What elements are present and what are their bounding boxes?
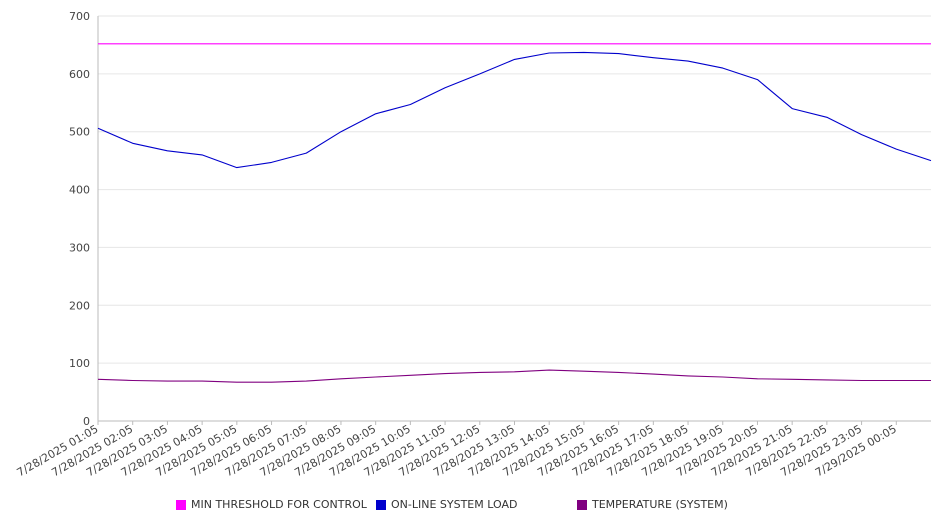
y-tick-label: 400 (69, 184, 90, 197)
y-tick-label: 300 (69, 241, 90, 254)
y-tick-label: 0 (83, 415, 90, 428)
y-tick-label: 500 (69, 126, 90, 139)
y-axis: 0 100 200 300 400 500 600 700 (69, 10, 99, 428)
temperature-line (97, 369, 931, 383)
legend-item-temperature: TEMPERATURE (SYSTEM) (577, 498, 728, 511)
series-lines (97, 43, 932, 383)
legend-item-system-load: ON-LINE SYSTEM LOAD (376, 498, 517, 511)
legend-swatch-system-load (376, 499, 386, 510)
legend-swatch-threshold (176, 499, 186, 510)
legend: MIN THRESHOLD FOR CONTROL ON-LINE SYSTEM… (0, 498, 946, 514)
y-tick-label: 200 (69, 299, 90, 312)
legend-label-system-load: ON-LINE SYSTEM LOAD (391, 498, 518, 511)
y-tick-label: 700 (69, 10, 90, 23)
legend-swatch-temperature (577, 499, 587, 510)
y-tick-label: 100 (69, 357, 90, 370)
x-axis: 7/28/2025 01:057/28/2025 02:057/28/2025 … (15, 420, 931, 479)
system-load-line (97, 51, 932, 169)
gridlines (98, 15, 931, 364)
legend-item-threshold: MIN THRESHOLD FOR CONTROL (176, 498, 367, 511)
legend-label-temperature: TEMPERATURE (SYSTEM) (592, 498, 728, 511)
y-tick-label: 600 (69, 68, 90, 81)
legend-label-threshold: MIN THRESHOLD FOR CONTROL (191, 498, 367, 511)
